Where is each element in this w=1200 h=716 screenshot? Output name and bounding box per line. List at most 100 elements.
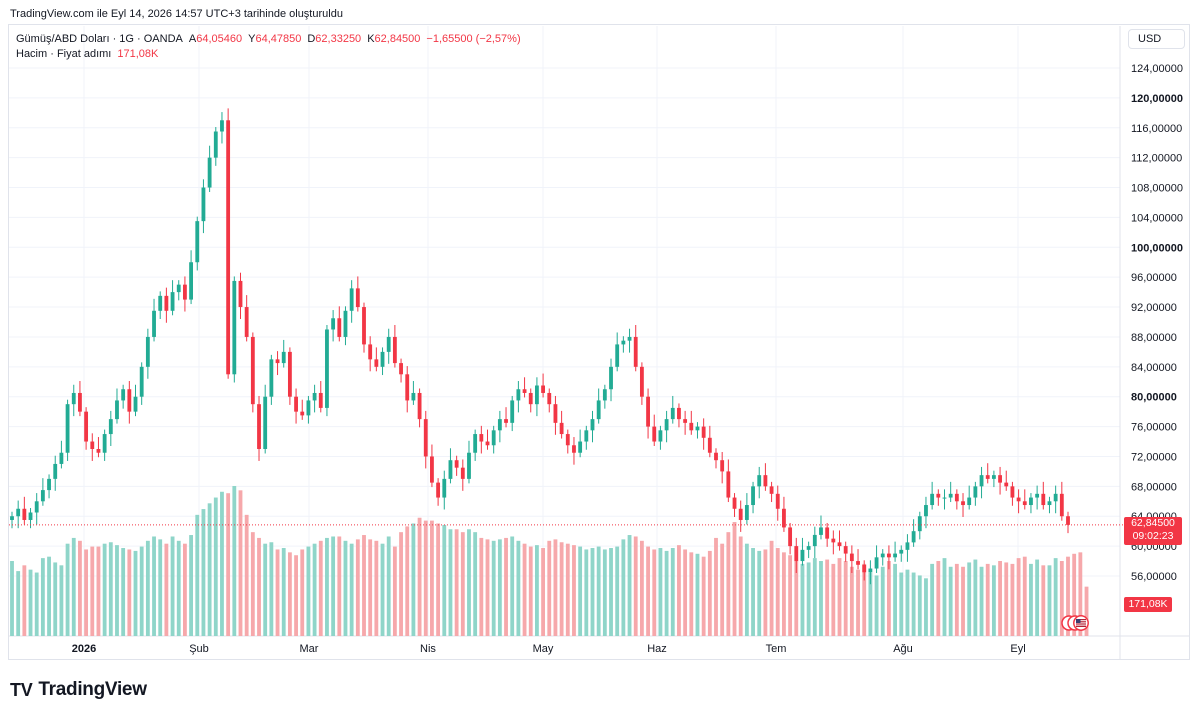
x-tick-label: Eyl <box>1010 643 1025 655</box>
candle-body <box>497 419 502 431</box>
candle-body <box>985 475 990 479</box>
low-label: D <box>307 33 316 45</box>
volume-bar <box>423 520 428 636</box>
volume-bar <box>930 563 935 636</box>
y-tick-label: 120,00000 <box>1131 93 1183 105</box>
candle-body <box>880 553 885 558</box>
candle-body <box>701 426 706 438</box>
volume-bar <box>880 566 885 636</box>
candle-body <box>1053 493 1058 502</box>
candle-body <box>646 396 650 427</box>
candle-body <box>819 527 823 535</box>
candle-body <box>374 359 379 367</box>
volume-bar <box>497 539 502 636</box>
volume-bar <box>689 552 694 636</box>
volume-bar <box>590 548 595 636</box>
volume-bar <box>596 546 601 636</box>
symbol-title[interactable]: Gümüş/ABD Doları · 1G · OANDA <box>16 33 183 45</box>
volume-bar <box>534 545 539 636</box>
y-tick-label: 92,00000 <box>1131 302 1177 314</box>
us-flag-event-icon[interactable] <box>1061 614 1091 632</box>
candle-body <box>769 486 774 494</box>
volume-bar <box>763 549 768 636</box>
candle-body <box>677 407 681 420</box>
candle-body <box>1035 493 1040 498</box>
candle-body <box>633 336 638 367</box>
candle-body <box>627 336 632 341</box>
candle-body <box>528 392 533 405</box>
candle-body <box>349 288 354 311</box>
volume-bar <box>973 559 978 636</box>
x-tick-label: Tem <box>766 643 787 655</box>
candle-body <box>1029 497 1033 506</box>
candle-body <box>158 295 163 311</box>
volume-bar <box>874 575 879 636</box>
volume-bar <box>250 532 255 636</box>
candle-body <box>788 527 793 547</box>
candle-body <box>812 534 817 547</box>
volume-bar <box>59 565 64 636</box>
volume-bar <box>541 548 546 636</box>
candle-body <box>115 400 119 420</box>
ohlc-legend-row: Gümüş/ABD Doları · 1G · OANDA A64,05460 … <box>16 32 521 47</box>
volume-bar <box>726 532 731 636</box>
volume-bar <box>213 497 218 636</box>
candle-body <box>948 493 953 498</box>
volume-bar <box>78 540 82 636</box>
volume-bar <box>34 572 39 636</box>
candle-body <box>794 546 799 562</box>
volume-bar <box>71 537 76 636</box>
x-tick-label: May <box>533 643 554 655</box>
candle-body <box>584 430 589 442</box>
candle-body <box>220 120 224 132</box>
candle-body <box>738 508 743 520</box>
candle-body <box>90 441 95 449</box>
volume-bar <box>732 522 737 636</box>
currency-button[interactable]: USD <box>1128 29 1185 49</box>
volume-bar <box>40 558 45 636</box>
candle-body <box>189 262 194 300</box>
tradingview-logo-icon: TV <box>10 679 33 700</box>
volume-bar <box>615 546 620 636</box>
candle-body <box>454 460 459 468</box>
volume-bar <box>868 572 873 636</box>
candle-body <box>201 187 206 222</box>
candle-body <box>53 463 58 479</box>
y-tick-label: 104,00000 <box>1131 212 1183 224</box>
volume-label[interactable]: Hacim · Fiyat adımı <box>16 48 112 60</box>
volume-bar <box>1078 552 1083 636</box>
volume-bar <box>775 548 780 636</box>
candle-body <box>806 546 811 550</box>
volume-bar <box>862 563 867 636</box>
candle-body <box>689 422 694 431</box>
candle-body <box>59 452 64 464</box>
y-tick-label: 84,00000 <box>1131 362 1177 374</box>
volume-bar <box>627 535 632 636</box>
tradingview-brand[interactable]: TV TradingView <box>10 679 147 701</box>
candle-body <box>534 385 539 405</box>
volume-bar <box>121 548 126 636</box>
volume-bar <box>170 536 175 636</box>
candle-body <box>164 295 169 311</box>
candle-body <box>862 564 867 573</box>
candle-body <box>47 478 51 491</box>
volume-bar <box>473 532 478 636</box>
chart-pane[interactable] <box>8 24 1190 660</box>
volume-bar <box>238 490 243 636</box>
volume-bar <box>1004 562 1009 636</box>
candle-body <box>226 120 231 375</box>
candle-body <box>615 344 620 367</box>
volume-bar <box>714 537 718 636</box>
close-label: K <box>367 33 375 45</box>
candle-body <box>213 131 218 158</box>
candle-body <box>553 404 558 423</box>
volume-bar <box>300 549 305 636</box>
volume-bar <box>405 526 410 636</box>
volume-bar <box>954 563 959 636</box>
volume-bar <box>819 561 823 636</box>
high-label: Y <box>248 33 256 45</box>
volume-bar <box>10 561 14 636</box>
volume-bar <box>325 537 329 636</box>
volume-bar <box>831 563 836 636</box>
